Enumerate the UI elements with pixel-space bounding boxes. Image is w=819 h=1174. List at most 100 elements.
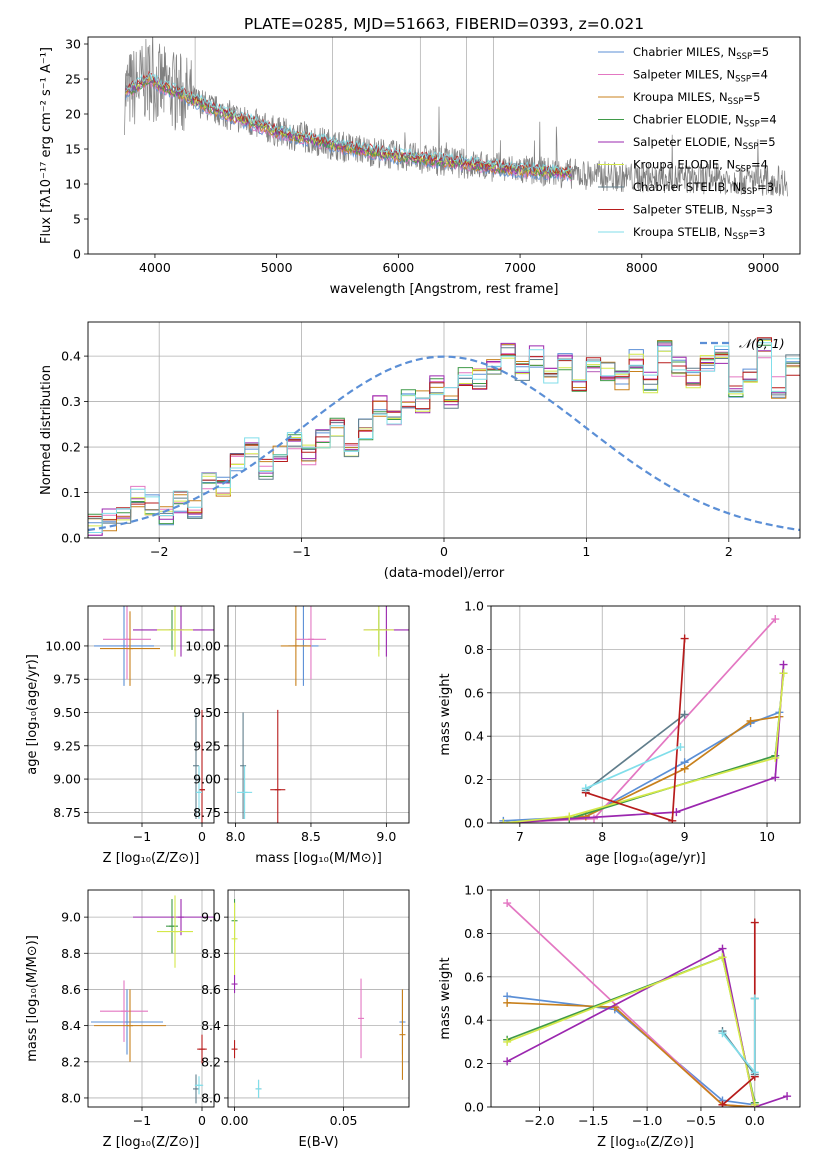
- y-tick-label: 0.2: [61, 440, 81, 455]
- legend-label-sub: SSP: [744, 120, 760, 130]
- y-tick-label: 9.75: [53, 672, 81, 687]
- y-tick-label: 0.4: [464, 1013, 484, 1028]
- y-tick-label: 0.6: [464, 685, 484, 700]
- x-tick-label: 9: [681, 829, 689, 844]
- y-tick-label: 8.75: [193, 805, 221, 820]
- mass-weight-marker: [503, 1037, 512, 1046]
- grid: [228, 890, 409, 1107]
- mass-weight-marker: [750, 1100, 759, 1107]
- plot-area: [124, 37, 788, 197]
- mass-weight-marker: [750, 994, 759, 1003]
- legend-label-main: Salpeter ELODIE, N: [633, 135, 743, 149]
- axes-frame: [227, 889, 410, 1108]
- y-tick-label: 0.4: [61, 349, 81, 364]
- x-tick-label: 4000: [139, 260, 171, 275]
- x-axis-label: age [log₁₀(age/yr)]: [585, 851, 706, 866]
- mass-weight-marker: [718, 1100, 727, 1107]
- x-tick-label: 7: [516, 829, 524, 844]
- x-tick-label: 10: [759, 829, 775, 844]
- mass-weight-line: [585, 746, 681, 790]
- mass-weight-marker: [750, 1068, 759, 1077]
- y-tick-label: 9.25: [53, 738, 81, 753]
- x-axis-label: Z [log₁₀(Z/Z⊙)]: [103, 1135, 200, 1150]
- legend-label-main: Kroupa MILES, N: [633, 90, 728, 104]
- x-tick-label: 8: [598, 829, 606, 844]
- panel-mass-vs-ebv: 0.00 0.05 8.0 8.2 8.4 8.6 8.8 9.0 E(B-V): [201, 889, 410, 1150]
- legend-label-main: Chabrier STELIB, N: [633, 180, 741, 194]
- mass-weight-marker: [750, 918, 759, 927]
- axes-frame: [490, 889, 801, 1108]
- legend-label: 𝒩(0, 1): [739, 336, 785, 351]
- legend-label-sub: SSP: [735, 165, 751, 175]
- legend-label-suffix: =5: [743, 90, 760, 104]
- mass-weight-line: [585, 713, 686, 792]
- x-tick-label: 5000: [261, 260, 293, 275]
- axes-frame: [87, 321, 801, 539]
- mass-weight-line: [721, 998, 756, 1075]
- mass-weight-marker: [680, 764, 689, 773]
- legend-label: Kroupa STELIB, NSSP=3: [633, 225, 765, 242]
- axes-frame: [490, 605, 801, 824]
- y-tick-label: 8.75: [53, 805, 81, 820]
- mass-weight-marker: [718, 944, 727, 953]
- plot-area: [88, 337, 800, 536]
- legend-label-main: Salpeter STELIB, N: [633, 203, 740, 217]
- y-tick-label: 0: [73, 247, 81, 262]
- y-tick-label: 8.0: [61, 1090, 81, 1105]
- panel-age-vs-z: −1 0 8.75 9.00 9.25 9.50 9.75 10.00 Z [log₁₀(Z/Z…: [25, 605, 215, 866]
- x-tick-label: −1.0: [632, 1113, 662, 1128]
- plot-area: [231, 899, 406, 1098]
- plot-area: [237, 606, 409, 823]
- y-tick-label: 9.00: [193, 772, 221, 787]
- panel-massweight-vs-z: −2.0 −1.5 −1.0 −0.5 0.0 0.0 0.2 0.4 0.6 0.8 1.0 Z […: [438, 883, 801, 1150]
- x-tick-label: 1: [582, 544, 590, 559]
- legend-label-sub: SSP: [735, 75, 751, 85]
- axes-frame: [227, 605, 410, 824]
- plot-area: [499, 615, 788, 823]
- x-tick-label: 0: [198, 829, 206, 844]
- legend-label-sub: SSP: [741, 187, 757, 197]
- mass-weight-marker: [771, 773, 780, 782]
- y-tick-label: 0.6: [464, 969, 484, 984]
- x-tick-label: −1: [133, 1113, 151, 1128]
- legend-label-suffix: =4: [751, 158, 768, 172]
- mass-weight-marker: [779, 669, 788, 678]
- x-tick-label: 8000: [626, 260, 658, 275]
- panel-spectrum: 4000 5000 6000 7000 8000 9000 0 5 10 15 20 25 30 wave…: [39, 36, 801, 297]
- x-axis-label: mass [log₁₀(M/M⊙)]: [255, 851, 382, 866]
- axes-frame: [87, 36, 801, 255]
- x-tick-label: 0: [198, 1113, 206, 1128]
- legend-label: Salpeter MILES, NSSP=4: [633, 68, 768, 85]
- legend-label-sub: SSP: [736, 52, 752, 62]
- x-tick-label: −1.5: [578, 1113, 608, 1128]
- mass-weight-marker: [503, 1057, 512, 1066]
- legend-label-sub: SSP: [728, 97, 744, 107]
- y-tick-label: 1.0: [464, 883, 484, 898]
- legend-label: Chabrier MILES, NSSP=5: [633, 45, 769, 62]
- y-axis-label: mass weight: [438, 957, 453, 1039]
- y-tick-label: 9.25: [193, 738, 221, 753]
- y-axis-label: mass weight: [438, 673, 453, 755]
- y-tick-label: 0.0: [464, 816, 484, 831]
- y-tick-label: 9.50: [53, 705, 81, 720]
- plot-area: [91, 895, 214, 1104]
- legend-label-suffix: =3: [757, 180, 774, 194]
- y-tick-label: 8.8: [61, 946, 81, 961]
- y-tick-label: 30: [65, 37, 81, 52]
- model-spectrum-line: [125, 72, 572, 174]
- mass-weight-marker: [503, 899, 512, 908]
- legend-label-main: Kroupa ELODIE, N: [633, 158, 735, 172]
- legend-label-main: Kroupa STELIB, N: [633, 225, 733, 239]
- x-axis-label: (data-model)/error: [384, 566, 505, 581]
- panel-histogram: −2 −1 0 1 2 0.0 0.1 0.2 0.3 0.4 (data-model)/error…: [39, 321, 801, 581]
- legend-label: Salpeter ELODIE, NSSP=5: [633, 135, 776, 152]
- y-tick-label: 8.0: [201, 1090, 221, 1105]
- mass-weight-marker: [779, 660, 788, 669]
- y-axis-label: mass [log₁₀(M/M⊙)]: [25, 935, 40, 1062]
- histogram-step: [88, 342, 800, 533]
- x-tick-label: −2: [150, 544, 168, 559]
- mass-weight-marker: [746, 717, 755, 726]
- y-tick-label: 9.0: [201, 910, 221, 925]
- y-tick-label: 5: [73, 212, 81, 227]
